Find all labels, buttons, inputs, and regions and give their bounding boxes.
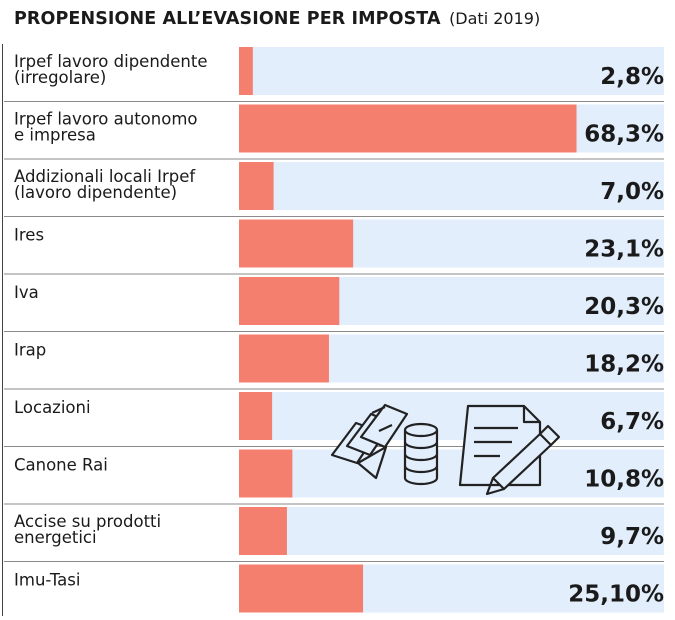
value-label: 25,10% bbox=[568, 582, 664, 608]
bar bbox=[239, 277, 340, 325]
value-label: 18,2% bbox=[584, 352, 664, 378]
bar bbox=[239, 507, 287, 555]
category-label: Irpef lavoro autonomo e impresa bbox=[14, 110, 198, 145]
bar bbox=[239, 47, 253, 95]
category-label-line: Canone Rai bbox=[14, 456, 108, 475]
chart-rows: Irpef lavoro dipendente (irregolare) 2,8% I… bbox=[4, 47, 664, 613]
category-label-line: e impresa bbox=[14, 126, 96, 145]
category-label: Irpef lavoro dipendente (irregolare) bbox=[14, 52, 208, 87]
bar bbox=[239, 392, 273, 440]
bar bbox=[239, 162, 274, 210]
category-label-line: (irregolare) bbox=[14, 68, 106, 87]
value-label: 23,1% bbox=[584, 237, 664, 263]
category-label-line: Accise su prodotti bbox=[14, 512, 161, 531]
category-label-line: Irap bbox=[14, 341, 46, 360]
category-label-line: Ires bbox=[14, 226, 44, 245]
bar bbox=[239, 219, 354, 268]
bar bbox=[239, 449, 293, 498]
bar-track bbox=[239, 449, 664, 498]
category-label: Locazioni bbox=[14, 398, 91, 417]
category-label-line: Irpef lavoro autonomo bbox=[14, 110, 198, 129]
value-label: 7,0% bbox=[600, 179, 664, 205]
category-label-line: Addizionali locali Irpef bbox=[14, 167, 196, 186]
banknotes-icon bbox=[330, 403, 409, 480]
coins-icon bbox=[403, 422, 439, 486]
category-label-line: Irpef lavoro dipendente bbox=[14, 52, 208, 71]
bar bbox=[239, 104, 577, 153]
value-label: 68,3% bbox=[584, 122, 664, 148]
illustration bbox=[330, 403, 561, 496]
category-label: Iva bbox=[14, 283, 39, 302]
category-label: Irap bbox=[14, 341, 46, 360]
category-label-line: (lavoro dipendente) bbox=[14, 183, 177, 202]
value-label: 2,8% bbox=[600, 64, 664, 90]
value-label: 9,7% bbox=[600, 524, 664, 550]
bar-track bbox=[239, 507, 664, 555]
bar-track bbox=[239, 47, 664, 95]
category-label: Accise su prodotti energetici bbox=[14, 512, 161, 547]
chart-title: PROPENSIONE ALL’EVASIONE PER IMPOSTA (Da… bbox=[14, 9, 540, 29]
category-label: Imu-Tasi bbox=[14, 571, 80, 590]
chart-title-text: PROPENSIONE ALL’EVASIONE PER IMPOSTA bbox=[14, 9, 441, 29]
value-label: 6,7% bbox=[600, 409, 664, 435]
bar-track bbox=[239, 162, 664, 210]
category-label: Ires bbox=[14, 226, 44, 245]
category-label: Addizionali locali Irpef (lavoro dipenden… bbox=[14, 167, 196, 202]
category-label-line: Iva bbox=[14, 283, 39, 302]
value-label: 10,8% bbox=[584, 467, 664, 493]
bar-track bbox=[239, 392, 664, 440]
document-pen-icon bbox=[458, 404, 561, 496]
category-label-line: Imu-Tasi bbox=[14, 571, 80, 590]
category-label: Canone Rai bbox=[14, 456, 108, 475]
value-label: 20,3% bbox=[584, 294, 664, 320]
bar bbox=[239, 564, 364, 613]
left-rule bbox=[2, 44, 3, 616]
chart-subtitle: (Dati 2019) bbox=[449, 9, 541, 28]
bar bbox=[239, 334, 329, 383]
category-label-line: Locazioni bbox=[14, 398, 91, 417]
category-label-line: energetici bbox=[14, 528, 97, 547]
